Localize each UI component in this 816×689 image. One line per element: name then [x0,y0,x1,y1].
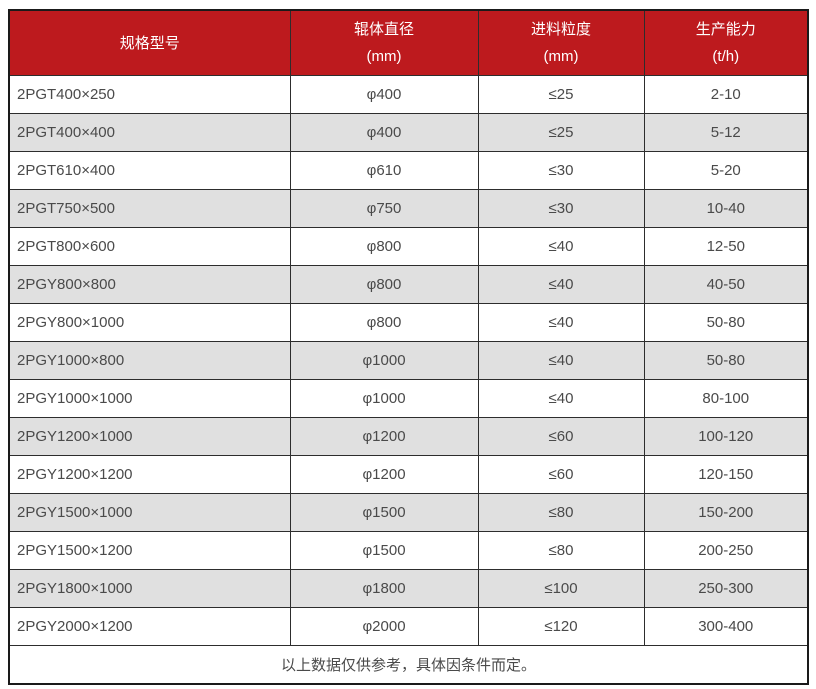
cell-model: 2PGY2000×1200 [8,607,291,646]
cell-roller-diameter: φ1500 [289,531,479,570]
cell-roller-diameter: φ1200 [289,455,479,494]
cell-feed-size: ≤120 [477,607,645,646]
table-row: 2PGY1200×1200 φ1200 ≤60 120-150 [8,455,809,494]
cell-feed-size: ≤40 [477,379,645,418]
cell-capacity: 5-12 [643,113,809,152]
cell-capacity: 80-100 [643,379,809,418]
cell-feed-size: ≤100 [477,569,645,608]
cell-roller-diameter: φ1000 [289,379,479,418]
table-row: 2PGT400×250 φ400 ≤25 2-10 [8,75,809,114]
col-header-feed-size-title: 进料粒度 [530,21,591,38]
table-row: 2PGY1200×1000 φ1200 ≤60 100-120 [8,417,809,456]
cell-roller-diameter: φ1200 [289,417,479,456]
spec-table-body: 2PGT400×250 φ400 ≤25 2-10 2PGT400×400 φ4… [8,75,809,685]
cell-model: 2PGY1200×1000 [8,417,291,456]
cell-roller-diameter: φ400 [289,113,479,152]
col-header-capacity-unit: (t/h) [712,48,740,65]
cell-capacity: 100-120 [643,417,809,456]
cell-capacity: 120-150 [643,455,809,494]
table-row: 2PGY800×800 φ800 ≤40 40-50 [8,265,809,304]
table-row: 2PGT750×500 φ750 ≤30 10-40 [8,189,809,228]
footer-note: 以上数据仅供参考，具体因条件而定。 [8,645,809,685]
cell-roller-diameter: φ750 [289,189,479,228]
cell-model: 2PGY1000×1000 [8,379,291,418]
cell-feed-size: ≤60 [477,417,645,456]
col-header-capacity-title: 生产能力 [695,21,756,38]
cell-capacity: 50-80 [643,341,809,380]
cell-roller-diameter: φ1500 [289,493,479,532]
cell-capacity: 50-80 [643,303,809,342]
cell-feed-size: ≤30 [477,189,645,228]
table-footer-row: 以上数据仅供参考，具体因条件而定。 [8,645,809,685]
col-header-model-title: 规格型号 [119,34,180,52]
cell-roller-diameter: φ800 [289,227,479,266]
cell-roller-diameter: φ2000 [289,607,479,646]
cell-model: 2PGY1800×1000 [8,569,291,608]
cell-capacity: 200-250 [643,531,809,570]
table-row: 2PGY1500×1000 φ1500 ≤80 150-200 [8,493,809,532]
cell-model: 2PGT400×250 [8,75,291,114]
cell-roller-diameter: φ1000 [289,341,479,380]
cell-roller-diameter: φ610 [289,151,479,190]
cell-capacity: 250-300 [643,569,809,608]
cell-capacity: 300-400 [643,607,809,646]
cell-model: 2PGY1500×1000 [8,493,291,532]
cell-model: 2PGY1200×1200 [8,455,291,494]
cell-model: 2PGY1500×1200 [8,531,291,570]
spec-table-header: 规格型号 辊体直径 (mm) 进料粒度 (mm) 生产能力 (t/h) [8,9,809,76]
table-row: 2PGY1000×1000 φ1000 ≤40 80-100 [8,379,809,418]
col-header-capacity: 生产能力 (t/h) [643,9,809,76]
cell-capacity: 150-200 [643,493,809,532]
cell-roller-diameter: φ400 [289,75,479,114]
cell-feed-size: ≤40 [477,227,645,266]
cell-roller-diameter: φ800 [289,265,479,304]
cell-feed-size: ≤25 [477,75,645,114]
table-row: 2PGY2000×1200 φ2000 ≤120 300-400 [8,607,809,646]
cell-model: 2PGT800×600 [8,227,291,266]
col-header-roller-diameter: 辊体直径 (mm) [289,9,479,76]
table-row: 2PGY800×1000 φ800 ≤40 50-80 [8,303,809,342]
cell-capacity: 5-20 [643,151,809,190]
col-header-roller-diameter-title: 辊体直径 [353,21,414,38]
cell-feed-size: ≤40 [477,303,645,342]
cell-feed-size: ≤60 [477,455,645,494]
header-row: 规格型号 辊体直径 (mm) 进料粒度 (mm) 生产能力 (t/h) [8,9,809,76]
cell-feed-size: ≤40 [477,265,645,304]
table-row: 2PGT610×400 φ610 ≤30 5-20 [8,151,809,190]
cell-capacity: 2-10 [643,75,809,114]
cell-roller-diameter: φ800 [289,303,479,342]
cell-feed-size: ≤80 [477,493,645,532]
cell-roller-diameter: φ1800 [289,569,479,608]
table-row: 2PGT400×400 φ400 ≤25 5-12 [8,113,809,152]
col-header-feed-size: 进料粒度 (mm) [477,9,645,76]
cell-capacity: 40-50 [643,265,809,304]
cell-feed-size: ≤30 [477,151,645,190]
cell-model: 2PGY1000×800 [8,341,291,380]
cell-model: 2PGY800×1000 [8,303,291,342]
cell-model: 2PGT400×400 [8,113,291,152]
cell-model: 2PGY800×800 [8,265,291,304]
spec-table-container: 规格型号 辊体直径 (mm) 进料粒度 (mm) 生产能力 (t/h) 2PGT… [8,9,809,685]
table-row: 2PGY1000×800 φ1000 ≤40 50-80 [8,341,809,380]
cell-capacity: 12-50 [643,227,809,266]
spec-table: 规格型号 辊体直径 (mm) 进料粒度 (mm) 生产能力 (t/h) 2PGT… [8,9,809,685]
cell-feed-size: ≤40 [477,341,645,380]
table-row: 2PGY1500×1200 φ1500 ≤80 200-250 [8,531,809,570]
table-row: 2PGT800×600 φ800 ≤40 12-50 [8,227,809,266]
cell-feed-size: ≤25 [477,113,645,152]
table-row: 2PGY1800×1000 φ1800 ≤100 250-300 [8,569,809,608]
cell-capacity: 10-40 [643,189,809,228]
col-header-model: 规格型号 [8,9,291,76]
cell-feed-size: ≤80 [477,531,645,570]
cell-model: 2PGT750×500 [8,189,291,228]
cell-model: 2PGT610×400 [8,151,291,190]
col-header-roller-diameter-unit: (mm) [366,48,402,65]
col-header-feed-size-unit: (mm) [543,48,579,65]
